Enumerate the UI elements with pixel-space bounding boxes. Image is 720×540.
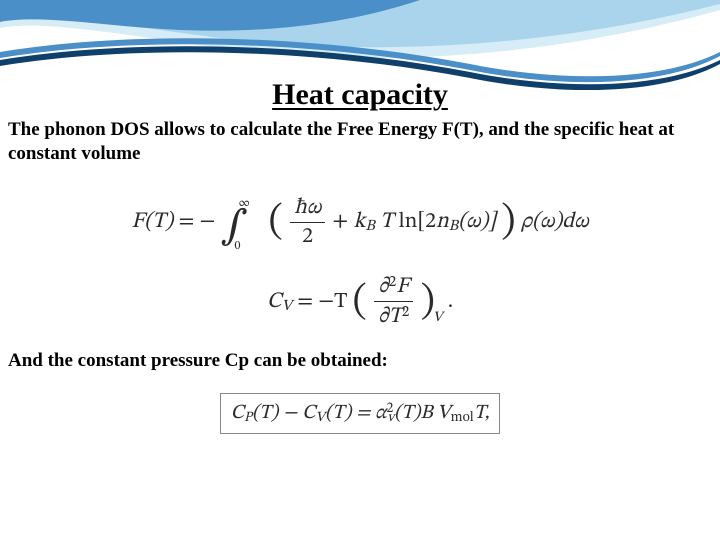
- rparen-icon: ): [501, 202, 515, 242]
- equation-free-energy: F(T) = − ∫∞0 ( ħω 2 + kB T ln[2nB(ω)] ) …: [0, 194, 720, 253]
- eq2-frac: ∂2F ∂T2: [374, 272, 413, 331]
- lparen-icon: (: [269, 202, 283, 242]
- cp-paragraph: And the constant pressure Cp can be obta…: [0, 349, 720, 373]
- slide-content: Heat capacity The phonon DOS allows to c…: [0, 0, 720, 434]
- intro-paragraph: The phonon DOS allows to calculate the F…: [0, 118, 720, 166]
- equation-cv: CV = −T ( ∂2F ∂T2 )V .: [0, 272, 720, 331]
- eq1-frac: ħω 2: [290, 194, 325, 251]
- eq1-eq: = −: [178, 211, 215, 233]
- lparen2-icon: (: [353, 282, 367, 322]
- integral-sign: ∫∞0: [220, 202, 247, 252]
- equation-cp-relation: CP(T) − CV(T) = α2v(T)B VmolT,: [0, 393, 720, 434]
- eq1-lhs: F(T): [131, 211, 173, 233]
- page-title: Heat capacity: [0, 78, 720, 112]
